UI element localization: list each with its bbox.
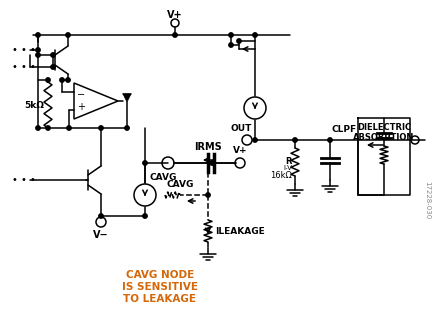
Circle shape <box>142 214 147 218</box>
Polygon shape <box>123 94 131 102</box>
Circle shape <box>228 33 233 37</box>
Circle shape <box>36 126 40 130</box>
Text: 17228-030: 17228-030 <box>423 181 429 219</box>
Circle shape <box>252 33 256 37</box>
Text: CAVG: CAVG <box>149 173 176 182</box>
Text: IRMS: IRMS <box>194 142 221 152</box>
Circle shape <box>67 126 71 130</box>
Circle shape <box>125 126 129 130</box>
Circle shape <box>36 33 40 37</box>
Circle shape <box>46 126 50 130</box>
Text: ABSORPTION: ABSORPTION <box>352 133 414 142</box>
Text: I-V: I-V <box>283 165 291 171</box>
Circle shape <box>99 126 103 130</box>
Text: DIELECTRIC: DIELECTRIC <box>356 124 410 132</box>
Circle shape <box>142 161 147 165</box>
Circle shape <box>209 161 214 165</box>
Text: V+: V+ <box>167 10 182 20</box>
Text: V−: V− <box>93 230 108 240</box>
Text: V+: V+ <box>232 146 247 155</box>
Text: CAVG: CAVG <box>166 180 193 189</box>
Circle shape <box>59 78 64 82</box>
Circle shape <box>172 33 177 37</box>
Circle shape <box>99 214 103 218</box>
Circle shape <box>252 138 256 142</box>
Text: OUT: OUT <box>230 124 251 133</box>
Circle shape <box>228 43 233 47</box>
Circle shape <box>51 65 55 69</box>
Text: R: R <box>285 158 291 167</box>
Text: CAVG NODE: CAVG NODE <box>125 270 194 280</box>
Text: • • •: • • • <box>12 175 36 185</box>
Text: ILEAKAGE: ILEAKAGE <box>214 226 264 236</box>
Circle shape <box>46 78 50 82</box>
Circle shape <box>36 48 40 52</box>
Circle shape <box>36 53 40 57</box>
Circle shape <box>236 39 240 43</box>
Text: +: + <box>77 102 85 112</box>
Circle shape <box>66 78 70 82</box>
Text: 5kΩ: 5kΩ <box>24 100 44 110</box>
Text: TO LEAKAGE: TO LEAKAGE <box>123 294 196 304</box>
Circle shape <box>292 138 296 142</box>
Circle shape <box>327 138 332 142</box>
Text: IS SENSITIVE: IS SENSITIVE <box>122 282 197 292</box>
Text: 16kΩ: 16kΩ <box>270 170 291 179</box>
Text: • • •: • • • <box>12 62 36 72</box>
Text: • • •: • • • <box>12 45 36 55</box>
Text: −: − <box>77 90 85 100</box>
Circle shape <box>205 193 210 197</box>
Circle shape <box>66 33 70 37</box>
Text: CLPF: CLPF <box>331 125 356 134</box>
Circle shape <box>51 53 55 57</box>
